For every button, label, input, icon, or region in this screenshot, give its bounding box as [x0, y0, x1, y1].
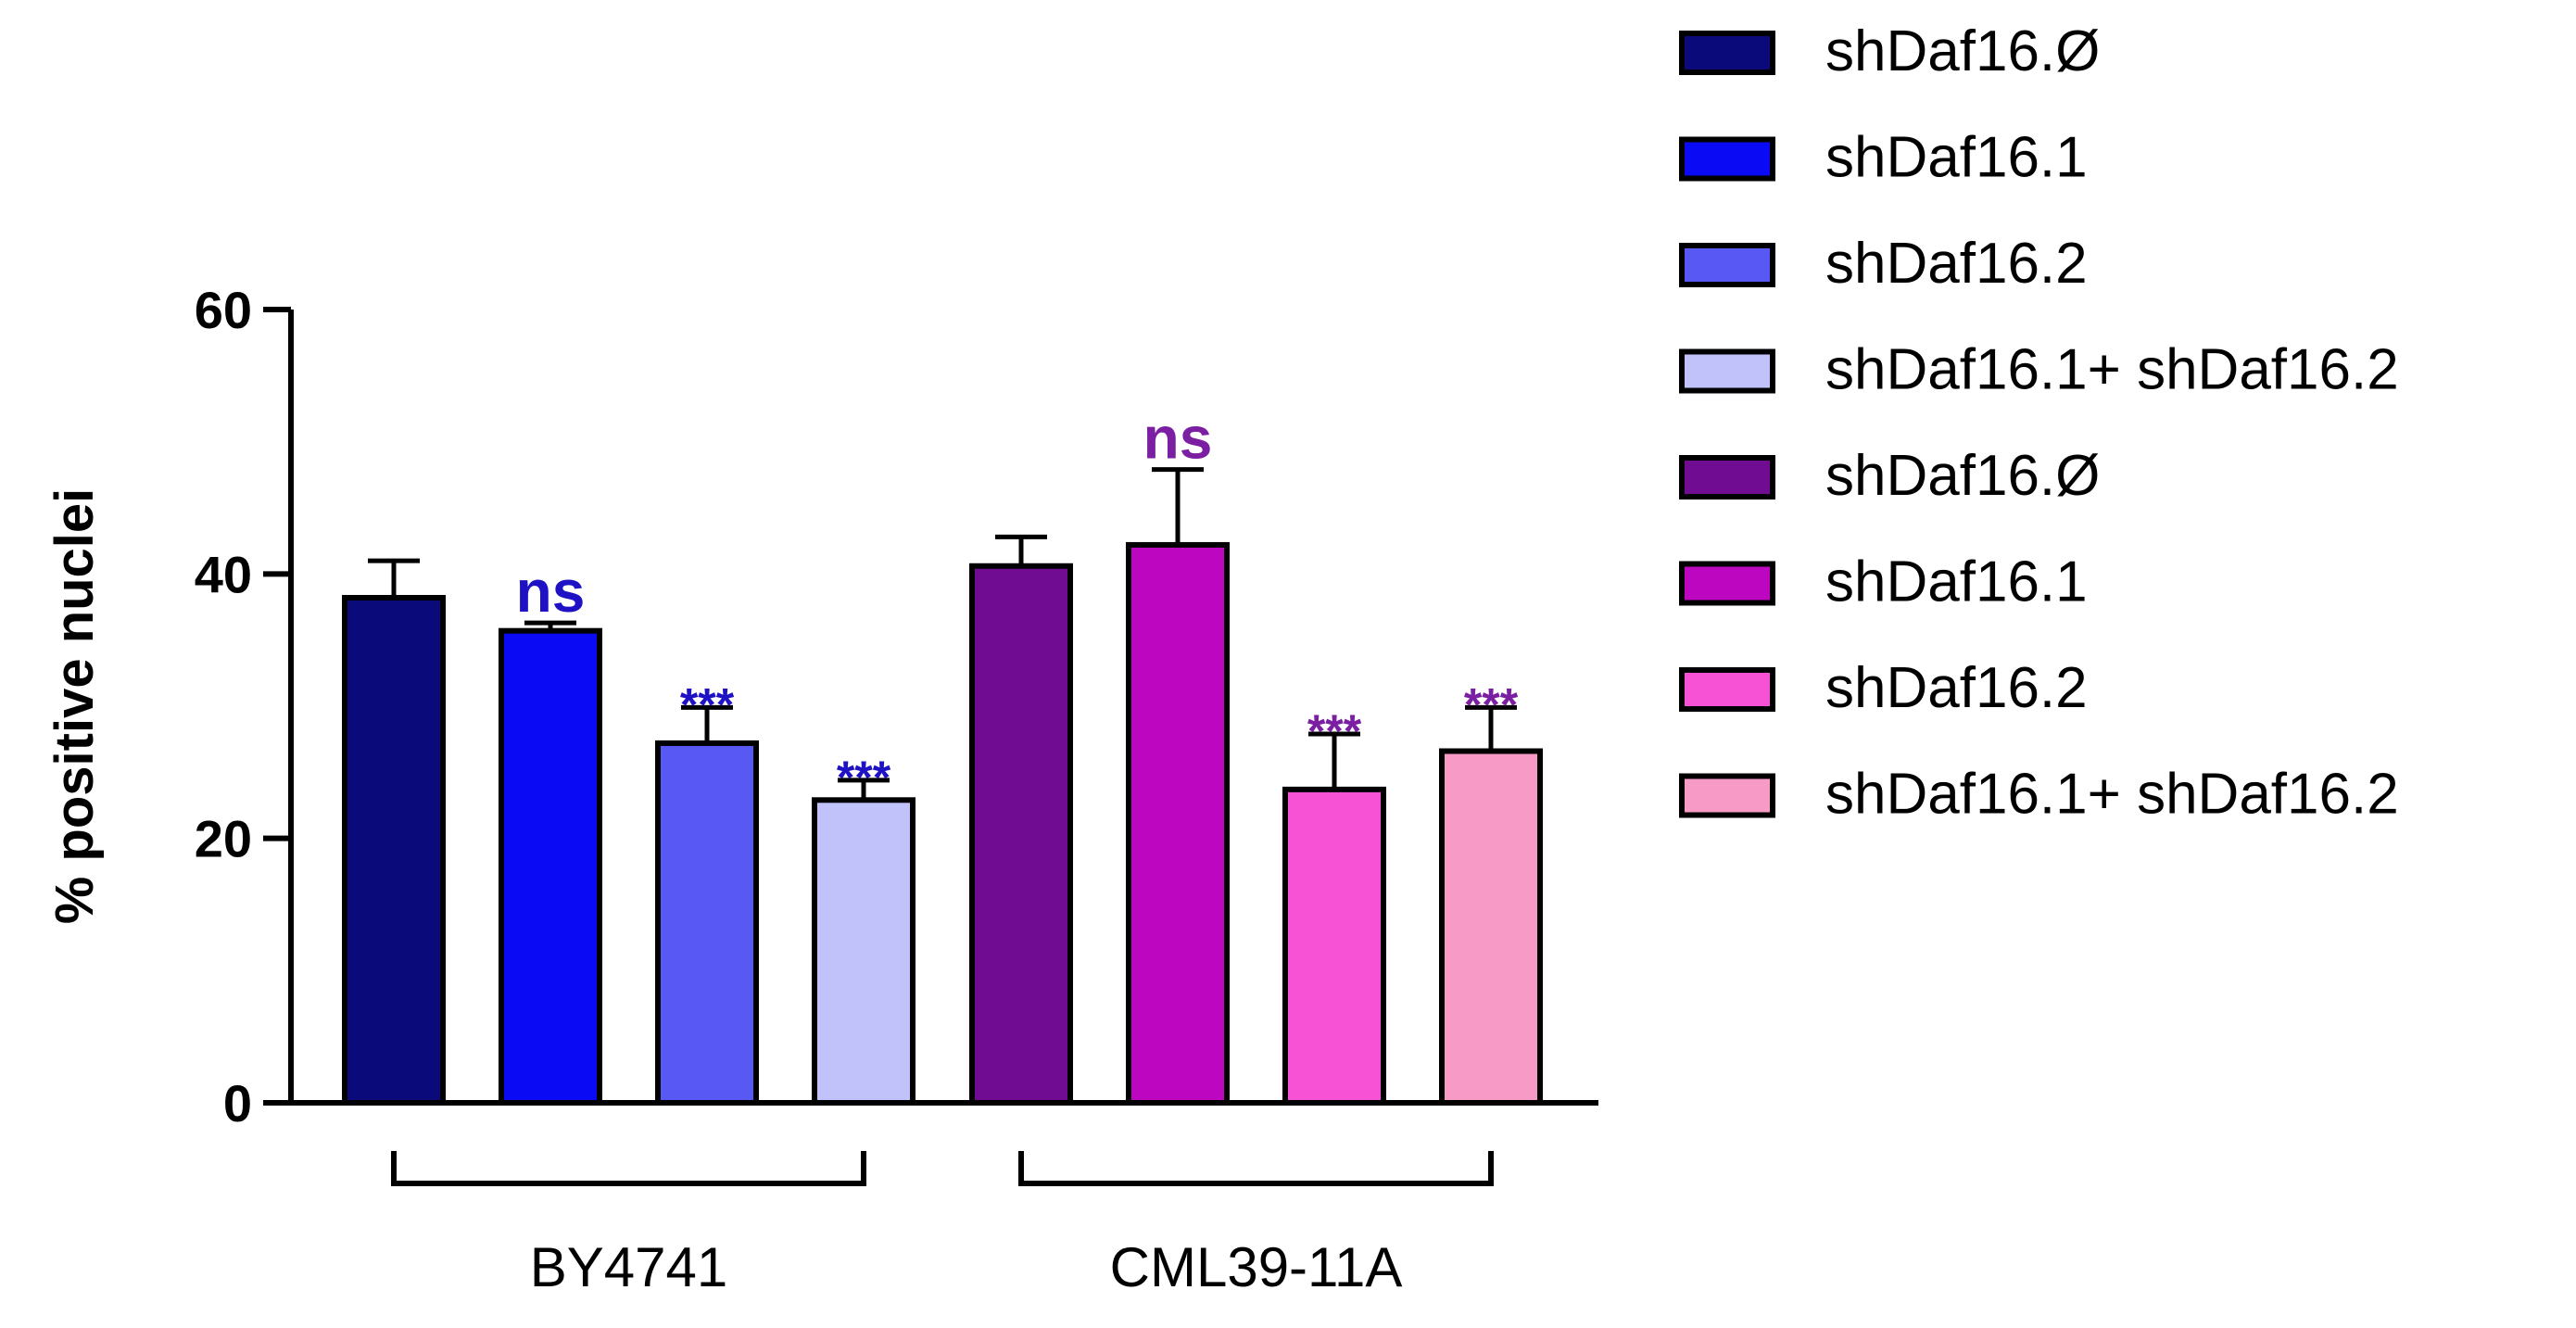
bar — [342, 595, 446, 1106]
significance-label: *** — [1307, 705, 1362, 757]
legend-swatch — [1679, 561, 1775, 606]
legend: shDaf16.Ø shDaf16.1 shDaf16.2 shDaf16.1+ sh… — [1679, 19, 2399, 827]
legend-label: shDaf16.1 — [1825, 550, 2088, 614]
group-label: BY4741 — [530, 1236, 728, 1298]
y-tick-label: 40 — [195, 545, 252, 603]
legend-swatch — [1679, 31, 1775, 75]
bar — [499, 627, 602, 1106]
y-tick-label: 20 — [195, 810, 252, 868]
bar — [1126, 541, 1230, 1106]
legend-label: shDaf16.2 — [1825, 656, 2088, 720]
bar — [1439, 748, 1543, 1106]
legend-label: shDaf16.Ø — [1825, 19, 2100, 83]
y-tick-label: 0 — [223, 1074, 252, 1132]
group-bracket — [391, 1151, 866, 1186]
significance-label: ns — [516, 558, 586, 625]
significance-label: *** — [837, 752, 891, 803]
y-axis-label: % positive nuclei — [44, 488, 105, 925]
legend-swatch — [1679, 667, 1775, 712]
y-tick-label: 60 — [195, 281, 252, 339]
plot-area: 0 20 40 60 % positive nuclei ns *** *** ns *** ***… — [44, 281, 1598, 1298]
bar — [655, 740, 759, 1106]
legend-label: shDaf16.Ø — [1825, 444, 2100, 508]
legend-label: shDaf16.1+ shDaf16.2 — [1825, 338, 2399, 402]
legend-swatch — [1679, 136, 1775, 182]
group-label: CML39-11A — [1110, 1236, 1403, 1298]
significance-label: *** — [680, 678, 735, 730]
significance-label: ns — [1143, 405, 1213, 472]
legend-swatch — [1679, 243, 1775, 287]
bar — [969, 563, 1073, 1106]
legend-swatch — [1679, 773, 1775, 818]
legend-label: shDaf16.1 — [1825, 126, 2088, 190]
group-bracket — [1018, 1151, 1494, 1186]
legend-swatch — [1679, 348, 1775, 394]
legend-label: shDaf16.1+ shDaf16.2 — [1825, 763, 2399, 827]
bar — [1282, 786, 1386, 1106]
bar — [812, 797, 915, 1106]
significance-label: *** — [1464, 678, 1519, 730]
legend-label: shDaf16.2 — [1825, 232, 2088, 296]
legend-swatch — [1679, 455, 1775, 500]
